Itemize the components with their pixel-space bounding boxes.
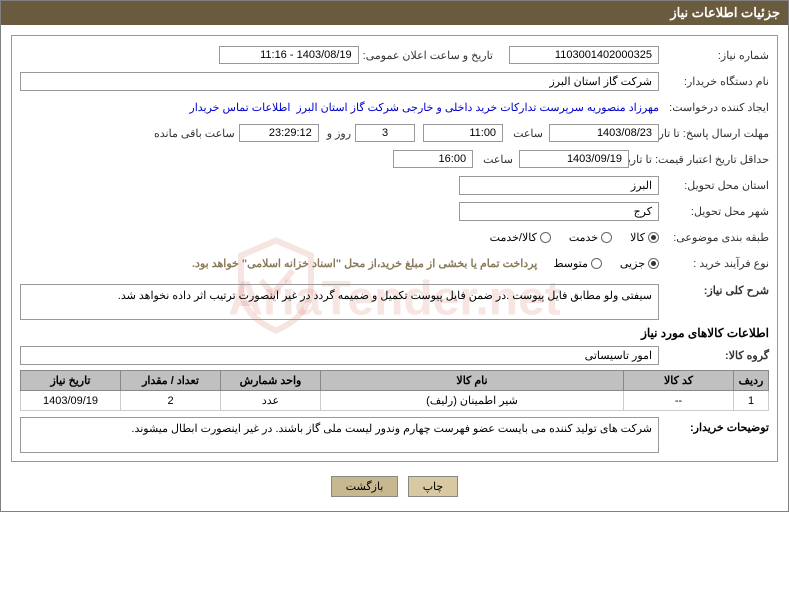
cell-unit: عدد	[221, 391, 321, 411]
table-row: 1 -- شیر اطمینان (رلیف) عدد 2 1403/09/19	[21, 391, 769, 411]
city-label: شهر محل تحویل:	[659, 205, 769, 218]
th-name: نام کالا	[321, 371, 624, 391]
validity-date: 1403/09/19	[519, 150, 629, 168]
announce-value: 1403/08/19 - 11:16	[219, 46, 359, 64]
cell-qty: 2	[121, 391, 221, 411]
th-date: تاریخ نیاز	[21, 371, 121, 391]
radio-icon	[591, 258, 602, 269]
buyer-notes-text: شرکت های تولید کننده می بایست عضو فهرست …	[20, 417, 659, 453]
deadline-days: 3	[355, 124, 415, 142]
category-option-label-0: کالا	[630, 231, 645, 244]
radio-icon	[601, 232, 612, 243]
validity-time: 16:00	[393, 150, 473, 168]
requester-value: مهرزاد منصوریه سرپرست تدارکات خرید داخلی…	[296, 101, 659, 114]
buyer-org-label: نام دستگاه خریدار:	[659, 75, 769, 88]
cell-name: شیر اطمینان (رلیف)	[321, 391, 624, 411]
category-option-goods[interactable]: کالا	[630, 231, 659, 244]
general-desc-label: شرح کلی نیاز:	[659, 284, 769, 297]
category-option-both[interactable]: کالا/خدمت	[490, 231, 551, 244]
process-option-minor[interactable]: جزیی	[620, 257, 659, 270]
deadline-date: 1403/08/23	[549, 124, 659, 142]
province-label: استان محل تحویل:	[659, 179, 769, 192]
radio-icon	[648, 232, 659, 243]
deadline-countdown: 23:29:12	[239, 124, 319, 142]
details-box: شماره نیاز: 1103001402000325 تاریخ و ساع…	[11, 35, 778, 462]
th-row: ردیف	[734, 371, 769, 391]
general-desc-text: سیفتی ولو مطابق فایل پیوست .در ضمن فایل …	[20, 284, 659, 320]
process-note: پرداخت تمام یا بخشی از مبلغ خرید،از محل …	[192, 257, 537, 270]
print-button[interactable]: چاپ	[408, 476, 459, 497]
group-label: گروه کالا:	[659, 349, 769, 362]
action-buttons: چاپ بازگشت	[11, 468, 778, 501]
category-option-label-1: خدمت	[569, 231, 598, 244]
deadline-time: 11:00	[423, 124, 503, 142]
requester-label: ایجاد کننده درخواست:	[659, 101, 769, 114]
th-qty: تعداد / مقدار	[121, 371, 221, 391]
radio-icon	[648, 258, 659, 269]
items-section-title: اطلاعات کالاهای مورد نیاز	[20, 326, 769, 340]
process-option-label-0: جزیی	[620, 257, 645, 270]
cell-date: 1403/09/19	[21, 391, 121, 411]
validity-time-label: ساعت	[479, 153, 513, 166]
category-option-service[interactable]: خدمت	[569, 231, 612, 244]
process-option-medium[interactable]: متوسط	[553, 257, 602, 270]
process-radio-group: جزیی متوسط	[553, 257, 659, 270]
process-label: نوع فرآیند خرید :	[659, 257, 769, 270]
cell-code: --	[624, 391, 734, 411]
validity-label: حداقل تاریخ اعتبار قیمت: تا تاریخ:	[629, 153, 769, 166]
back-button[interactable]: بازگشت	[331, 476, 399, 497]
category-radio-group: کالا خدمت کالا/خدمت	[490, 231, 659, 244]
category-label: طبقه بندی موضوعی:	[659, 231, 769, 244]
city-value: کرج	[459, 202, 659, 221]
need-number-value: 1103001402000325	[509, 46, 659, 64]
panel-header: جزئیات اطلاعات نیاز	[1, 1, 788, 25]
deadline-remain-label: ساعت باقی مانده	[150, 127, 235, 140]
announce-label: تاریخ و ساعت اعلان عمومی:	[359, 49, 493, 62]
deadline-days-label: روز و	[323, 127, 351, 140]
deadline-label: مهلت ارسال پاسخ: تا تاریخ:	[659, 127, 769, 140]
need-number-label: شماره نیاز:	[659, 49, 769, 62]
items-table: ردیف کد کالا نام کالا واحد شمارش تعداد /…	[20, 370, 769, 411]
cell-row: 1	[734, 391, 769, 411]
buyer-org-value: شرکت گاز استان البرز	[20, 72, 659, 91]
panel-title: جزئیات اطلاعات نیاز	[670, 5, 780, 20]
deadline-time-label: ساعت	[509, 127, 543, 140]
group-value: امور تاسیساتی	[20, 346, 659, 365]
province-value: البرز	[459, 176, 659, 195]
radio-icon	[540, 232, 551, 243]
buyer-contact-link[interactable]: اطلاعات تماس خریدار	[189, 101, 290, 114]
process-option-label-1: متوسط	[553, 257, 588, 270]
buyer-notes-label: توضیحات خریدار:	[659, 417, 769, 453]
th-unit: واحد شمارش	[221, 371, 321, 391]
table-header-row: ردیف کد کالا نام کالا واحد شمارش تعداد /…	[21, 371, 769, 391]
category-option-label-2: کالا/خدمت	[490, 231, 537, 244]
th-code: کد کالا	[624, 371, 734, 391]
main-panel: جزئیات اطلاعات نیاز شماره نیاز: 11030014…	[0, 0, 789, 512]
